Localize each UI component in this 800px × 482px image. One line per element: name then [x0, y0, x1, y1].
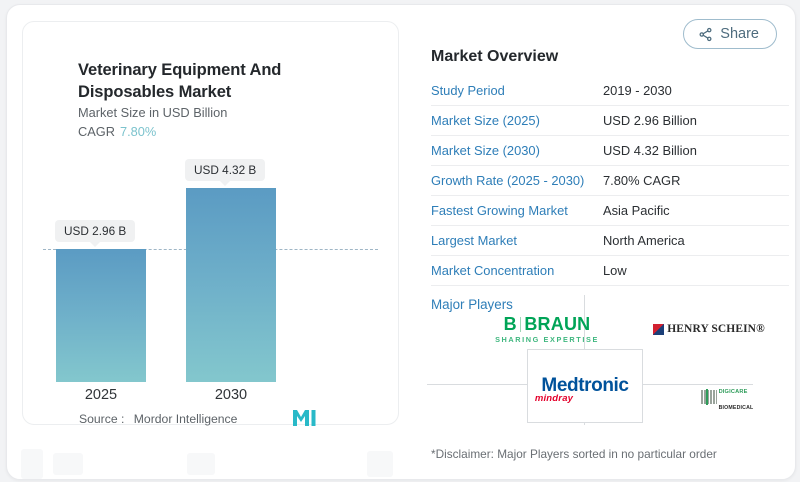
row-key: Fastest Growing Market: [431, 195, 603, 226]
overview-title: Market Overview: [431, 48, 559, 65]
player-logo-medtronic: Medtronic: [527, 349, 643, 423]
medtronic-wordmark: Medtronic: [541, 375, 629, 396]
player-logo-digicare-biomedical: DIGICARE BIOMEDICAL: [695, 385, 759, 411]
watermark-strip: [187, 453, 215, 475]
row-key: Market Size (2025): [431, 105, 603, 136]
row-key: Study Period: [431, 76, 603, 106]
table-row: Study Period 2019 - 2030: [431, 76, 789, 106]
row-value: USD 2.96 Billion: [603, 105, 789, 136]
table-row: Market Concentration Low: [431, 255, 789, 286]
table-row: Market Size (2030) USD 4.32 Billion: [431, 135, 789, 166]
source-label: Source :: [79, 412, 125, 426]
chart-subtitle: Market Size in USD Billion: [78, 105, 228, 120]
player-logo-mindray: mindray: [519, 387, 589, 409]
braun-b: B: [503, 313, 517, 334]
bar-2030[interactable]: [186, 188, 276, 382]
watermark-strip: [367, 451, 393, 477]
row-value: Asia Pacific: [603, 195, 789, 226]
major-players-grid: Medtronic B BRAUN SHARING EXPERTISE HENRY…: [427, 295, 792, 425]
cagr-label: CAGR: [78, 124, 115, 139]
henry-schein-wordmark: HENRY SCHEIN®: [667, 323, 765, 335]
chart-card: Veterinary Equipment And Disposables Mar…: [22, 21, 399, 426]
row-value: USD 4.32 Billion: [603, 135, 789, 166]
bar-chart-plot: USD 2.96 B USD 4.32 B: [23, 152, 398, 382]
henry-schein-mark-icon: [653, 323, 665, 335]
row-key: Largest Market: [431, 225, 603, 256]
row-value: North America: [603, 225, 789, 256]
row-value: 2019 - 2030: [603, 76, 789, 106]
cagr-value: 7.80%: [119, 124, 157, 139]
mordor-intelligence-logo: [293, 408, 317, 432]
report-card: Share Veterinary Equipment And Disposabl…: [6, 4, 796, 480]
chart-title: Veterinary Equipment And Disposables Mar…: [78, 61, 282, 101]
row-key: Market Concentration: [431, 255, 603, 286]
row-key: Market Size (2030): [431, 135, 603, 166]
bar-label-2030: USD 4.32 B: [185, 159, 266, 186]
watermark-strip: [21, 449, 43, 479]
share-button-label: Share: [720, 26, 759, 42]
grid-line-vertical: [584, 421, 585, 425]
grid-line-horizontal: [641, 384, 753, 385]
players-disclaimer: *Disclaimer: Major Players sorted in no …: [431, 447, 717, 461]
bar-label-2025: USD 2.96 B: [55, 220, 136, 247]
source-name: Mordor Intelligence: [133, 412, 238, 426]
overview-table: Study Period 2019 - 2030 Market Size (20…: [431, 76, 789, 286]
bar-2025[interactable]: [56, 249, 146, 382]
grid-line-vertical: [584, 295, 585, 351]
table-row: Market Size (2025) USD 2.96 Billion: [431, 105, 789, 136]
x-tick-2030: 2030: [214, 387, 248, 403]
mindray-wordmark: mindray: [534, 392, 574, 404]
table-row: Fastest Growing Market Asia Pacific: [431, 195, 789, 226]
braun-tagline: SHARING EXPERTISE: [495, 334, 599, 344]
cagr-row: CAGR 7.80%: [78, 124, 156, 139]
braun-name: BRAUN: [524, 313, 591, 334]
watermark-strip: [53, 453, 83, 475]
source-note: Source : Mordor Intelligence: [79, 412, 237, 426]
row-value: Low: [603, 255, 789, 286]
x-tick-2025: 2025: [84, 387, 118, 403]
table-row: Largest Market North America: [431, 225, 789, 256]
digicare-subword: BIOMEDICAL: [718, 405, 754, 411]
braun-divider: [519, 316, 522, 332]
grid-line-horizontal: [427, 384, 527, 385]
major-players-title: Major Players: [431, 297, 513, 312]
row-value: 7.80% CAGR: [603, 165, 789, 196]
share-nodes-icon: [698, 27, 713, 42]
player-logo-b-braun: B BRAUN SHARING EXPERTISE: [477, 309, 617, 349]
digicare-wordmark: DIGICARE: [718, 389, 748, 395]
table-row: Growth Rate (2025 - 2030) 7.80% CAGR: [431, 165, 789, 196]
row-key: Growth Rate (2025 - 2030): [431, 165, 603, 196]
digicare-mark-icon: [700, 389, 717, 405]
share-button[interactable]: Share: [683, 19, 777, 49]
player-logo-henry-schein: HENRY SCHEIN®: [649, 317, 769, 341]
market-overview-panel: Market Overview Study Period 2019 - 2030…: [417, 21, 789, 286]
